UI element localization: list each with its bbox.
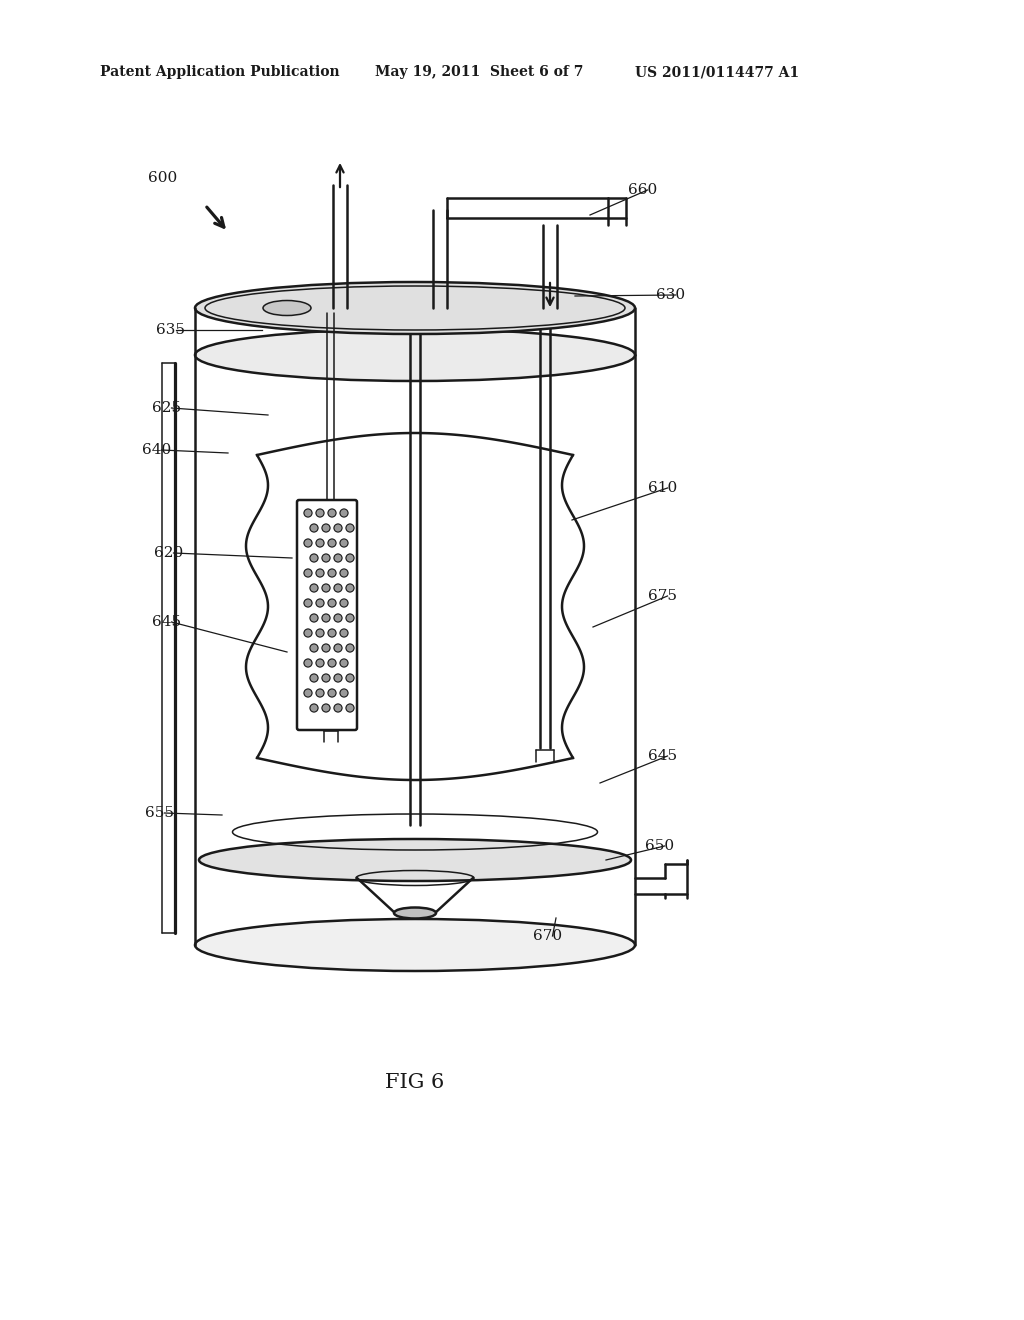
Circle shape <box>304 659 312 667</box>
Circle shape <box>346 614 354 622</box>
Circle shape <box>340 689 348 697</box>
Circle shape <box>316 569 324 577</box>
Circle shape <box>328 689 336 697</box>
Circle shape <box>346 644 354 652</box>
Circle shape <box>316 539 324 546</box>
Circle shape <box>316 630 324 638</box>
Text: 640: 640 <box>142 444 171 457</box>
Circle shape <box>310 704 318 711</box>
Circle shape <box>328 599 336 607</box>
Circle shape <box>346 524 354 532</box>
Text: 675: 675 <box>648 589 677 603</box>
Circle shape <box>304 689 312 697</box>
FancyBboxPatch shape <box>297 500 357 730</box>
Text: 625: 625 <box>152 401 181 414</box>
Circle shape <box>316 599 324 607</box>
Ellipse shape <box>195 282 635 334</box>
Circle shape <box>346 704 354 711</box>
Circle shape <box>328 510 336 517</box>
Text: 650: 650 <box>645 840 674 853</box>
Circle shape <box>334 675 342 682</box>
Circle shape <box>316 510 324 517</box>
Circle shape <box>346 554 354 562</box>
Circle shape <box>322 614 330 622</box>
Circle shape <box>322 704 330 711</box>
Text: 610: 610 <box>648 480 677 495</box>
Circle shape <box>322 675 330 682</box>
Circle shape <box>310 614 318 622</box>
Circle shape <box>340 539 348 546</box>
Text: 645: 645 <box>648 748 677 763</box>
Circle shape <box>328 630 336 638</box>
Text: 630: 630 <box>656 288 685 302</box>
Ellipse shape <box>394 908 436 919</box>
Text: Patent Application Publication: Patent Application Publication <box>100 65 340 79</box>
Circle shape <box>310 644 318 652</box>
Circle shape <box>334 524 342 532</box>
Ellipse shape <box>195 329 635 381</box>
Circle shape <box>334 583 342 591</box>
Circle shape <box>346 583 354 591</box>
Ellipse shape <box>199 840 631 880</box>
Circle shape <box>340 599 348 607</box>
Circle shape <box>340 569 348 577</box>
Circle shape <box>340 510 348 517</box>
Circle shape <box>310 675 318 682</box>
Ellipse shape <box>263 301 311 315</box>
Text: 670: 670 <box>534 929 562 942</box>
Circle shape <box>340 659 348 667</box>
Text: May 19, 2011  Sheet 6 of 7: May 19, 2011 Sheet 6 of 7 <box>375 65 584 79</box>
Text: FIG 6: FIG 6 <box>385 1072 444 1092</box>
Circle shape <box>310 583 318 591</box>
Circle shape <box>304 510 312 517</box>
Circle shape <box>346 675 354 682</box>
Circle shape <box>322 644 330 652</box>
Circle shape <box>304 539 312 546</box>
Circle shape <box>340 630 348 638</box>
Text: 620: 620 <box>154 546 183 560</box>
Text: 600: 600 <box>148 172 177 185</box>
Circle shape <box>304 599 312 607</box>
Circle shape <box>322 554 330 562</box>
Circle shape <box>316 659 324 667</box>
Circle shape <box>304 569 312 577</box>
Text: 660: 660 <box>628 183 657 197</box>
Circle shape <box>334 704 342 711</box>
Circle shape <box>334 644 342 652</box>
Circle shape <box>322 524 330 532</box>
Circle shape <box>328 539 336 546</box>
Circle shape <box>310 554 318 562</box>
Text: 645: 645 <box>152 615 181 630</box>
Ellipse shape <box>195 919 635 972</box>
Circle shape <box>322 583 330 591</box>
Circle shape <box>334 614 342 622</box>
Text: US 2011/0114477 A1: US 2011/0114477 A1 <box>635 65 799 79</box>
Circle shape <box>334 554 342 562</box>
Circle shape <box>328 659 336 667</box>
Text: 635: 635 <box>156 323 185 337</box>
Circle shape <box>304 630 312 638</box>
Circle shape <box>310 524 318 532</box>
Circle shape <box>316 689 324 697</box>
Circle shape <box>328 569 336 577</box>
Text: 655: 655 <box>145 807 174 820</box>
